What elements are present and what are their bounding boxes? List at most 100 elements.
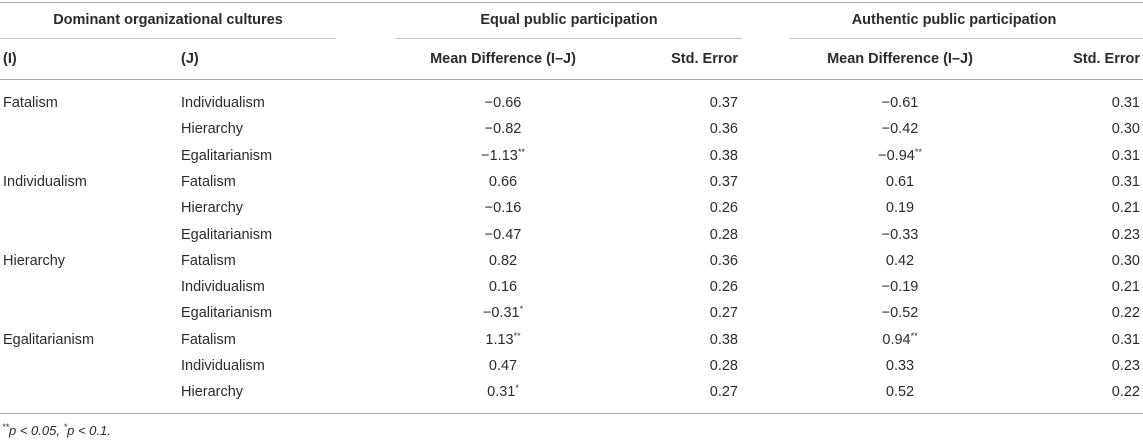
row-auth-mean-cell: 0.94** <box>882 331 917 349</box>
row-auth-se-cell: 0.22 <box>1112 383 1140 401</box>
row-equal-mean-cell: 1.13** <box>485 331 520 349</box>
col-header-auth-se: Std. Error <box>1073 51 1140 67</box>
row-equal-se-cell-value: 0.37 <box>709 95 738 111</box>
row-auth-se-cell: 0.31 <box>1112 331 1140 349</box>
row-auth-se-cell-value: 0.21 <box>1111 279 1140 295</box>
row-j-cell: Fatalism <box>181 331 236 349</box>
row-auth-mean-cell: 0.61 <box>886 173 914 191</box>
footnote-sup-2: * <box>63 422 68 432</box>
group-header-equal: Equal public participation <box>480 12 658 28</box>
row-auth-se-cell: 0.23 <box>1112 357 1140 375</box>
row-auth-se-cell-value: 0.31 <box>1111 148 1140 164</box>
row-auth-se-cell: 0.30 <box>1112 120 1140 138</box>
col-header-equal-se: Std. Error <box>671 51 738 67</box>
row-j-cell: Egalitarianism <box>181 226 272 244</box>
row-equal-mean-cell-value: −0.82 <box>484 121 522 137</box>
row-i-cell: Individualism <box>3 173 87 191</box>
row-auth-se-cell-value: 0.30 <box>1111 121 1140 137</box>
row-auth-mean-cell-value: 0.52 <box>885 384 915 400</box>
row-equal-mean-cell-significance: * <box>515 383 519 393</box>
row-auth-mean-cell-value: −0.94 <box>878 148 915 164</box>
row-equal-se-cell-value: 0.27 <box>709 305 738 321</box>
row-j-cell-value: Hierarchy <box>181 384 244 400</box>
row-equal-mean-cell-value: 0.47 <box>488 358 518 374</box>
row-equal-mean-cell-significance: ** <box>513 331 521 341</box>
row-auth-mean-cell: 0.19 <box>886 199 914 217</box>
row-equal-mean-cell-significance: * <box>519 304 524 314</box>
row-auth-mean-cell-value: −0.19 <box>881 279 919 295</box>
row-auth-se-cell-value: 0.31 <box>1111 174 1140 190</box>
row-auth-se-cell-value: 0.31 <box>1111 332 1140 348</box>
row-j-cell: Hierarchy <box>181 120 243 138</box>
row-equal-se-cell-value: 0.26 <box>709 279 738 295</box>
row-auth-mean-cell-value: 0.94 <box>882 332 911 348</box>
row-auth-se-cell-value: 0.31 <box>1111 95 1140 111</box>
col-header-i: (I) <box>3 51 17 67</box>
header-rule <box>0 79 1143 80</box>
col-header-auth-mean: Mean Difference (I–J) <box>827 51 973 67</box>
row-auth-se-cell: 0.31 <box>1112 173 1140 191</box>
row-j-cell-value: Hierarchy <box>181 200 244 216</box>
col-header-equal-mean: Mean Difference (I–J) <box>430 51 576 67</box>
row-auth-se-cell-value: 0.23 <box>1111 358 1140 374</box>
col-header-j: (J) <box>181 51 199 67</box>
row-equal-mean-cell-value: −1.13 <box>481 148 518 164</box>
row-equal-mean-cell: −0.47 <box>485 226 522 244</box>
row-j-cell: Egalitarianism <box>181 147 272 165</box>
row-i-cell: Hierarchy <box>3 252 65 270</box>
row-equal-mean-cell-value: 0.31 <box>487 384 516 400</box>
row-i-cell: Egalitarianism <box>3 331 94 349</box>
row-equal-se-cell-value: 0.28 <box>709 358 738 374</box>
group-rule-cultures <box>0 38 336 39</box>
row-equal-mean-cell-value: −0.66 <box>484 95 522 111</box>
row-equal-mean-cell: 0.82 <box>489 252 517 270</box>
row-auth-mean-cell-value: −0.61 <box>881 95 919 111</box>
row-j-cell: Hierarchy <box>181 383 243 401</box>
row-j-cell: Fatalism <box>181 173 236 191</box>
row-auth-se-cell-value: 0.23 <box>1111 227 1140 243</box>
row-j-cell-value: Fatalism <box>181 253 236 269</box>
row-j-cell: Individualism <box>181 357 265 375</box>
row-j-cell: Hierarchy <box>181 199 243 217</box>
row-j-cell: Individualism <box>181 94 265 112</box>
row-equal-mean-cell: 0.66 <box>489 173 517 191</box>
row-equal-mean-cell: −0.31* <box>483 304 523 322</box>
row-j-cell-value: Fatalism <box>181 174 236 190</box>
row-equal-mean-cell-value: 0.66 <box>488 174 518 190</box>
row-auth-se-cell: 0.21 <box>1112 278 1140 296</box>
row-i-cell-value: Fatalism <box>3 95 58 111</box>
row-equal-mean-cell: −0.82 <box>485 120 522 138</box>
row-equal-se-cell-value: 0.26 <box>709 200 738 216</box>
row-auth-mean-cell: 0.42 <box>886 252 914 270</box>
row-j-cell-value: Egalitarianism <box>181 148 273 164</box>
row-i-cell-value: Egalitarianism <box>3 332 95 348</box>
row-equal-se-cell: 0.26 <box>710 199 738 217</box>
table-footnote: **p < 0.05, *p < 0.1. <box>2 422 111 439</box>
row-auth-se-cell-value: 0.22 <box>1111 305 1140 321</box>
row-j-cell-value: Fatalism <box>181 332 236 348</box>
row-equal-mean-cell: −1.13** <box>481 147 525 165</box>
row-equal-mean-cell-value: 0.82 <box>488 253 518 269</box>
row-auth-mean-cell: −0.52 <box>882 304 919 322</box>
row-equal-mean-cell-value: −0.47 <box>484 227 522 243</box>
row-equal-mean-cell: −0.16 <box>485 199 522 217</box>
row-equal-se-cell: 0.38 <box>710 147 738 165</box>
row-equal-se-cell-value: 0.38 <box>709 148 738 164</box>
row-auth-mean-cell-significance: ** <box>914 147 922 157</box>
row-auth-mean-cell-value: 0.61 <box>885 174 915 190</box>
table-bottom-rule <box>0 413 1143 414</box>
row-auth-mean-cell-value: 0.42 <box>885 253 915 269</box>
row-equal-se-cell-value: 0.27 <box>709 384 738 400</box>
row-equal-se-cell: 0.36 <box>710 252 738 270</box>
row-auth-mean-cell-value: −0.52 <box>881 305 919 321</box>
row-equal-se-cell: 0.26 <box>710 278 738 296</box>
row-auth-se-cell: 0.31 <box>1112 147 1140 165</box>
row-equal-se-cell: 0.27 <box>710 383 738 401</box>
row-equal-se-cell: 0.28 <box>710 357 738 375</box>
row-auth-se-cell-value: 0.30 <box>1111 253 1140 269</box>
row-auth-mean-cell: −0.33 <box>882 226 919 244</box>
row-auth-mean-cell: −0.19 <box>882 278 919 296</box>
row-i-cell: Fatalism <box>3 94 58 112</box>
row-equal-se-cell-value: 0.37 <box>709 174 738 190</box>
row-auth-mean-cell: 0.33 <box>886 357 914 375</box>
